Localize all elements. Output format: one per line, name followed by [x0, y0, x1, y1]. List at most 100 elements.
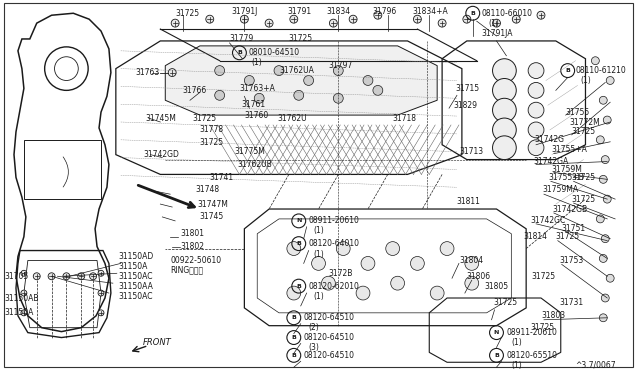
Text: 31725: 31725: [530, 323, 554, 332]
Text: 31762U: 31762U: [277, 113, 307, 122]
Circle shape: [290, 15, 298, 23]
Text: B: B: [296, 241, 301, 246]
Text: 08110-66010: 08110-66010: [482, 9, 532, 18]
Text: 31763: 31763: [136, 68, 160, 77]
Text: 31150AD: 31150AD: [119, 252, 154, 261]
Text: 31763+A: 31763+A: [239, 84, 275, 93]
Text: 31150AB: 31150AB: [4, 294, 38, 302]
Circle shape: [78, 273, 84, 280]
Text: 31814: 31814: [523, 232, 547, 241]
Circle shape: [512, 15, 520, 23]
Text: 31725: 31725: [556, 232, 580, 241]
Text: 31762UB: 31762UB: [237, 160, 272, 169]
Text: 31775M: 31775M: [234, 147, 266, 156]
Text: 08120-65510: 08120-65510: [506, 351, 557, 360]
Text: 31150AC: 31150AC: [119, 292, 154, 301]
Text: 31761: 31761: [241, 100, 266, 109]
Circle shape: [465, 256, 479, 270]
Text: 31745M: 31745M: [145, 113, 177, 122]
Text: (3): (3): [308, 343, 319, 352]
Circle shape: [528, 140, 544, 155]
Circle shape: [440, 242, 454, 256]
Circle shape: [90, 273, 97, 280]
Circle shape: [361, 256, 375, 270]
Circle shape: [304, 76, 314, 86]
Text: (1): (1): [488, 19, 499, 28]
Circle shape: [206, 15, 214, 23]
Circle shape: [21, 270, 27, 276]
Circle shape: [374, 11, 382, 19]
Circle shape: [465, 276, 479, 290]
Circle shape: [596, 136, 604, 144]
Circle shape: [21, 310, 27, 316]
Circle shape: [214, 90, 225, 100]
Text: 08120-64510: 08120-64510: [304, 351, 355, 360]
Circle shape: [493, 19, 500, 27]
Text: 31796: 31796: [372, 7, 396, 16]
Circle shape: [265, 19, 273, 27]
Circle shape: [373, 86, 383, 95]
Circle shape: [63, 273, 70, 280]
Text: 31731: 31731: [560, 298, 584, 307]
Circle shape: [21, 290, 27, 296]
Text: (1): (1): [252, 58, 262, 67]
Circle shape: [337, 242, 350, 256]
Circle shape: [596, 215, 604, 223]
Circle shape: [602, 294, 609, 302]
Text: 31725: 31725: [493, 298, 518, 307]
Circle shape: [413, 15, 421, 23]
Text: 31797: 31797: [328, 61, 353, 70]
Circle shape: [528, 122, 544, 138]
Circle shape: [599, 96, 607, 104]
Text: B: B: [494, 353, 499, 358]
Circle shape: [98, 310, 104, 316]
Text: 31753: 31753: [560, 256, 584, 265]
Text: (1): (1): [314, 226, 324, 235]
Text: 31759MA: 31759MA: [542, 185, 578, 194]
Text: 31725: 31725: [175, 9, 199, 18]
Text: 31791: 31791: [288, 7, 312, 16]
Text: 31791JA: 31791JA: [482, 29, 513, 38]
Circle shape: [98, 290, 104, 296]
Circle shape: [602, 155, 609, 164]
Text: 31829: 31829: [453, 101, 477, 110]
Circle shape: [274, 65, 284, 76]
Text: B: B: [296, 283, 301, 289]
Circle shape: [463, 15, 471, 23]
Text: (1): (1): [314, 292, 324, 301]
Circle shape: [528, 83, 544, 98]
Text: 08120-64510: 08120-64510: [304, 333, 355, 342]
Text: B: B: [291, 353, 296, 358]
Text: 31150AC: 31150AC: [119, 272, 154, 281]
Text: 31725: 31725: [289, 35, 313, 44]
Text: 31834+A: 31834+A: [412, 7, 448, 16]
Text: 08911-20610: 08911-20610: [506, 328, 557, 337]
Circle shape: [410, 256, 424, 270]
Text: 08120-64510: 08120-64510: [304, 313, 355, 322]
Circle shape: [599, 254, 607, 262]
Circle shape: [430, 286, 444, 300]
Text: 31803: 31803: [541, 311, 565, 320]
Text: 31791J: 31791J: [232, 7, 258, 16]
Circle shape: [254, 93, 264, 103]
Text: 31834: 31834: [326, 7, 351, 16]
Circle shape: [321, 276, 335, 290]
Text: 08010-64510: 08010-64510: [248, 48, 300, 57]
Text: 31150A: 31150A: [119, 262, 148, 271]
Text: N: N: [494, 330, 499, 335]
Text: B: B: [291, 315, 296, 320]
Text: 31741: 31741: [210, 173, 234, 182]
Text: FRONT: FRONT: [143, 338, 172, 347]
Text: 31762UA: 31762UA: [279, 66, 314, 75]
Text: 31742GC: 31742GC: [530, 217, 565, 225]
Circle shape: [241, 15, 248, 23]
Circle shape: [312, 256, 326, 270]
Circle shape: [287, 286, 301, 300]
Circle shape: [493, 118, 516, 142]
Text: 31718: 31718: [393, 113, 417, 122]
Circle shape: [333, 65, 343, 76]
Circle shape: [537, 11, 545, 19]
Text: 31751: 31751: [562, 224, 586, 233]
Text: 31745: 31745: [200, 212, 224, 221]
Circle shape: [599, 314, 607, 322]
